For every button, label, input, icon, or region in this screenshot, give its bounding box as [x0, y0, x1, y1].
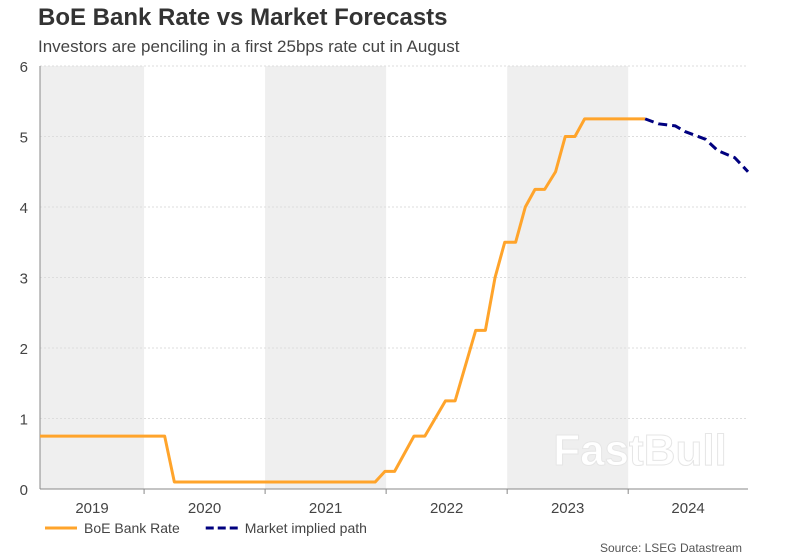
chart-subtitle: Investors are penciling in a first 25bps… [38, 37, 460, 56]
x-tick-label: 2019 [75, 500, 108, 517]
legend-label: Market implied path [245, 520, 367, 536]
x-tick-label: 2023 [551, 500, 584, 517]
y-tick-label: 2 [20, 341, 28, 358]
x-tick-label: 2020 [188, 500, 221, 517]
x-tick-label: 2022 [430, 500, 463, 517]
y-tick-label: 6 [20, 59, 28, 76]
chart-title: BoE Bank Rate vs Market Forecasts [38, 4, 448, 31]
y-tick-label: 5 [20, 130, 28, 147]
series-line-market-implied-path [644, 117, 750, 173]
series-line-boe-bank-rate [40, 117, 646, 484]
legend-label: BoE Bank Rate [84, 520, 180, 536]
x-tick-label: 2024 [671, 500, 704, 517]
x-tick-label: 2021 [309, 500, 342, 517]
y-tick-label: 1 [20, 412, 28, 429]
watermark-logo: FastBull [553, 426, 727, 475]
source-note: Source: LSEG Datastream [599, 541, 742, 555]
y-tick-label: 4 [20, 200, 28, 217]
y-tick-label: 0 [20, 482, 28, 499]
y-tick-label: 3 [20, 271, 28, 288]
